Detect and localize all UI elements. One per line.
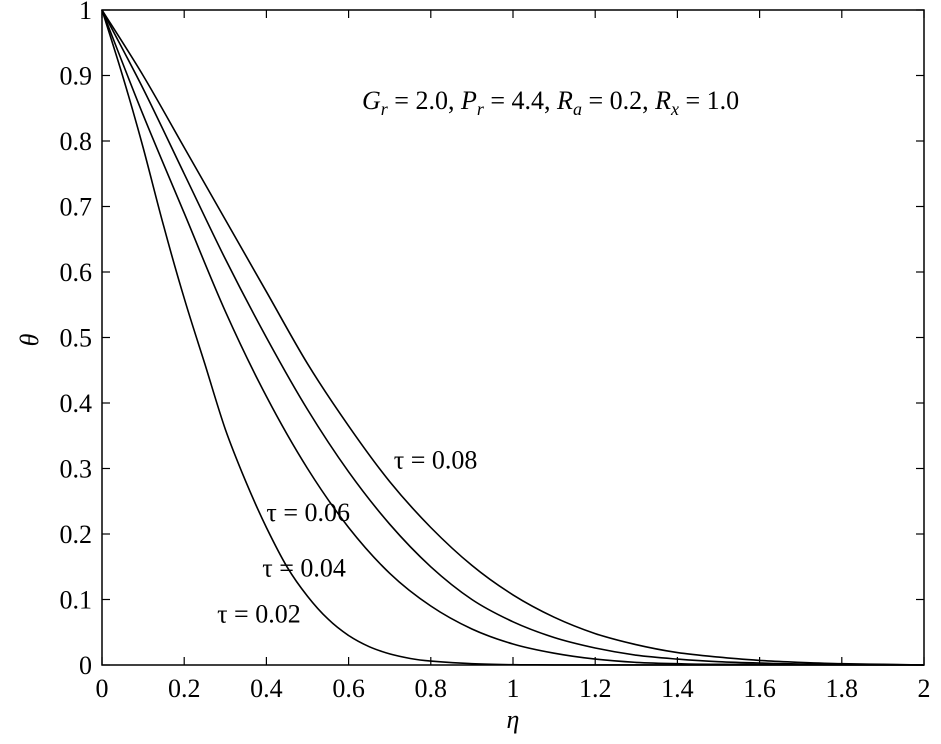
x-tick-label: 0.4 (250, 674, 283, 703)
curve-label: τ = 0.08 (394, 446, 478, 475)
curve-label: τ = 0.06 (266, 498, 350, 527)
x-tick-label: 0.6 (332, 674, 365, 703)
x-axis-label: η (507, 705, 520, 734)
x-tick-label: 1.4 (661, 674, 694, 703)
series-line-4 (101, 9, 925, 666)
anno-g-sub: r (381, 99, 389, 119)
y-tick-label: 0 (79, 651, 92, 680)
y-tick-label: 0.8 (60, 127, 93, 156)
y-tick-label: 0.9 (60, 62, 93, 91)
curve-labels: τ = 0.08 τ = 0.06 τ = 0.04 τ = 0.02 (217, 446, 477, 629)
y-tick-label: 0.2 (60, 520, 93, 549)
x-tick-label: 1 (507, 674, 520, 703)
y-tick-label: 0.6 (60, 258, 93, 287)
parameter-annotation: Gr = 2.0, Pr = 4.4, Ra = 0.2, Rx = 1.0 (362, 86, 739, 119)
y-tick-label: 0.3 (60, 455, 93, 484)
series-line-1 (101, 9, 925, 666)
y-tick-label: 0.4 (60, 389, 93, 418)
anno-rx-val: = 1.0 (679, 86, 739, 115)
x-tick-label: 0.8 (415, 674, 448, 703)
curve-label: τ = 0.04 (262, 554, 346, 583)
x-tick-label: 0 (96, 674, 109, 703)
anno-rx-sub: x (670, 99, 679, 119)
curve-label: τ = 0.02 (217, 599, 301, 628)
y-tick-label: 1 (79, 0, 92, 25)
x-tick-label: 1.6 (743, 674, 776, 703)
y-tick-label: 0.7 (60, 193, 93, 222)
anno-ra-sub: a (573, 99, 582, 119)
anno-ra-val: = 0.2, (582, 86, 655, 115)
anno-g-val: = 2.0, (388, 86, 461, 115)
x-tick-label: 1.2 (579, 674, 612, 703)
x-tick-label: 0.2 (168, 674, 201, 703)
series-line-2 (101, 9, 925, 666)
anno-p-val: = 4.4, (484, 86, 557, 115)
anno-ra: R (556, 86, 573, 115)
x-tick-label: 2 (918, 674, 931, 703)
y-tick-label: 0.5 (60, 324, 93, 353)
x-tick-labels: 0 0.2 0.4 0.6 0.8 1 1.2 1.4 1.6 1.8 2 (96, 674, 931, 703)
y-tick-label: 0.1 (60, 586, 93, 615)
y-tick-labels: 0 0.1 0.2 0.3 0.4 0.5 0.6 0.7 0.8 0.9 1 (60, 0, 93, 680)
anno-rx: R (654, 86, 671, 115)
x-tick-label: 1.8 (826, 674, 859, 703)
anno-g: G (362, 86, 381, 115)
anno-p-sub: r (477, 99, 485, 119)
anno-p: P (460, 86, 477, 115)
series-line-3 (101, 9, 925, 666)
series-lines (101, 9, 925, 666)
y-axis-label: θ (15, 333, 44, 346)
